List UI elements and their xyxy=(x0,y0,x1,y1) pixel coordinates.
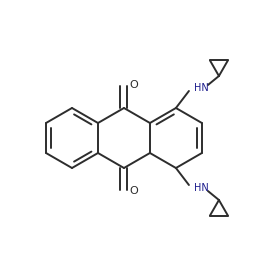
Text: HN: HN xyxy=(193,183,208,193)
Text: HN: HN xyxy=(193,83,208,93)
Text: O: O xyxy=(129,80,137,90)
Text: O: O xyxy=(129,186,137,196)
